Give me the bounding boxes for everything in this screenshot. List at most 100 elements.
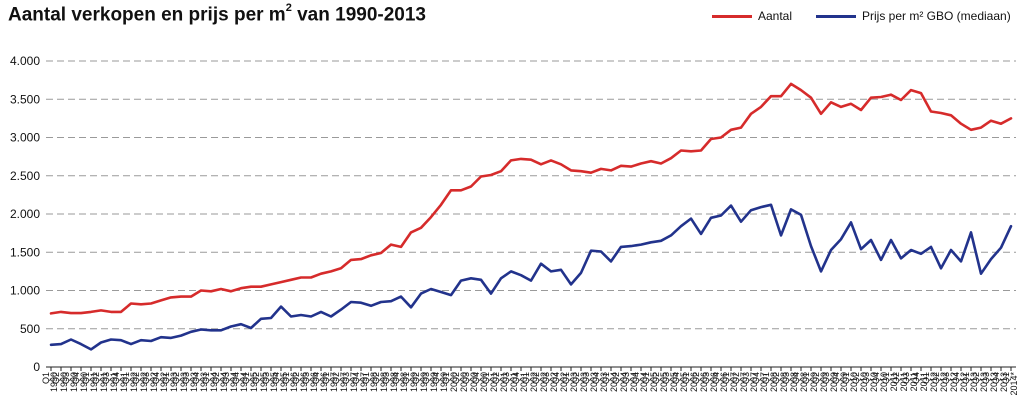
x-tick-label: 2008 <box>789 372 799 392</box>
x-tick-label: 2000 <box>449 372 459 392</box>
x-tick-label: 1993 <box>179 372 189 392</box>
x-tick-label: Q2 <box>131 372 141 384</box>
legend-item-prijs: Prijs per m² GBO (mediaan) <box>816 9 1011 23</box>
y-tick-label: 1.500 <box>10 245 40 259</box>
x-tick-label: Q4 <box>871 372 881 384</box>
x-tick-label: Q4 <box>271 372 281 384</box>
y-tick-label: 2.000 <box>10 207 40 221</box>
x-tick-label: Q4 <box>151 372 161 384</box>
x-tick-label: 1997 <box>329 372 339 392</box>
x-tick-label: 1998 <box>379 372 389 392</box>
x-tick-label: Q3 <box>821 372 831 384</box>
x-tick-label: 1993 <box>189 372 199 392</box>
x-tick-label: 2011 <box>899 372 909 391</box>
x-tick-label: Q3 <box>381 372 391 384</box>
x-tick-label: 2004 <box>619 372 629 392</box>
x-tick-label: 2006 <box>709 372 719 392</box>
legend-label-prijs: Prijs per m² GBO (mediaan) <box>862 9 1011 23</box>
x-tick-label: 2002 <box>549 372 559 392</box>
x-tick-label: Q1 <box>81 372 91 384</box>
x-tick-label: Q4 <box>911 372 921 384</box>
x-tick-label: 2000 <box>469 372 479 392</box>
x-tick-label: 2007 <box>749 372 759 392</box>
x-tick-label: 2009 <box>829 372 839 392</box>
x-tick-label: Q1 <box>401 372 411 384</box>
x-tick-label: 2011 <box>909 372 919 391</box>
x-tick-label: Q4 <box>391 372 401 384</box>
x-tick-label: 1994 <box>229 372 239 392</box>
x-tick-label: Q2 <box>691 372 701 384</box>
x-tick-label: 2010 <box>859 372 869 392</box>
x-tick-label: Q4 <box>471 372 481 384</box>
x-tick-label: Q4 <box>791 372 801 384</box>
x-tick-label: 2005 <box>659 372 669 392</box>
x-tick-label: Q4 <box>431 372 441 384</box>
x-tick-label: 2006 <box>699 372 709 392</box>
x-tick-label: Q4 <box>71 372 81 384</box>
x-tick-label: Q2 <box>491 372 501 384</box>
x-tick-label: Q3 <box>301 372 311 384</box>
x-tick-label: 2000 <box>459 372 469 392</box>
x-tick-label: 2002 <box>529 372 539 392</box>
x-tick-label: 1995 <box>259 372 269 392</box>
x-tick-label: Q2 <box>291 372 301 384</box>
x-tick-label: 1994 <box>219 372 229 392</box>
x-tick-label: Q2 <box>91 372 101 384</box>
x-tick-label: Q3 <box>141 372 151 384</box>
x-tick-label: 1990 <box>69 372 79 392</box>
series-line-prijs <box>49 203 1013 351</box>
x-tick-label: 1995 <box>269 372 279 392</box>
x-tick-label: Q2 <box>931 372 941 384</box>
x-tick-label: Q4 <box>831 372 841 384</box>
x-tick-label: Q2 <box>251 372 261 384</box>
x-tick-label: 2011 <box>889 372 899 391</box>
legend-swatch-prijs <box>816 14 856 18</box>
x-tick-label: Q1 <box>121 372 131 384</box>
x-tick-label: 2008 <box>799 372 809 392</box>
x-tick-label: 1993 <box>199 372 209 392</box>
x-tick-label: Q2 <box>611 372 621 384</box>
y-tick-label: 4.000 <box>10 54 40 68</box>
x-tick-label: Q2 <box>811 372 821 384</box>
x-tick-label: 2006 <box>689 372 699 392</box>
y-tick-label: 3.500 <box>10 92 40 106</box>
x-tick-label: 2013 <box>999 372 1009 392</box>
x-tick-label: 1995 <box>279 372 289 392</box>
x-tick-label: Q1 <box>961 372 971 384</box>
x-tick-label: Q4 <box>671 372 681 384</box>
x-tick-label: 2002 <box>539 372 549 392</box>
x-tick-label: Q1 <box>681 372 691 384</box>
x-tick-label: 2005 <box>679 372 689 392</box>
x-tick-label: 2007 <box>759 372 769 392</box>
series-line-aantal <box>49 82 1013 315</box>
x-tick-label: 1991 <box>99 372 109 392</box>
x-tick-label: Q1 <box>321 372 331 384</box>
legend-item-aantal: Aantal <box>712 9 792 23</box>
x-tick-label: Q1 <box>1001 372 1011 384</box>
x-tick-label: Q4 <box>231 372 241 384</box>
x-tick-label: Q3 <box>941 372 951 384</box>
x-tick-label: Q2 <box>211 372 221 384</box>
x-tick-label: 1994 <box>209 372 219 392</box>
x-tick-label: 2012 <box>929 372 939 392</box>
x-tick-label: 2003 <box>579 372 589 392</box>
x-tick-label: 1992 <box>149 372 159 392</box>
x-tick-label: 2007 <box>739 372 749 392</box>
x-tick-label: 1991 <box>89 372 99 392</box>
x-tick-label: 1999 <box>439 372 449 392</box>
x-tick-label: 2009 <box>839 372 849 392</box>
x-tick-label: 2004 <box>629 372 639 392</box>
x-tick-label: 1996 <box>309 372 319 392</box>
x-tick-label: 1996 <box>299 372 309 392</box>
x-tick-label: Q2 <box>731 372 741 384</box>
x-tick-label: Q1 <box>841 372 851 384</box>
x-tick-label: 2004 <box>609 372 619 392</box>
x-tick-label: Q3 <box>421 372 431 384</box>
x-tick-label: 1998 <box>399 372 409 392</box>
x-tick-label: Q2 <box>771 372 781 384</box>
x-tick-label: 2013 <box>989 372 999 392</box>
x-tick-label: 1996 <box>319 372 329 392</box>
x-tick-label: 1995 <box>249 372 259 392</box>
legend-label-aantal: Aantal <box>758 9 793 23</box>
x-tick-label: 2008 <box>779 372 789 392</box>
